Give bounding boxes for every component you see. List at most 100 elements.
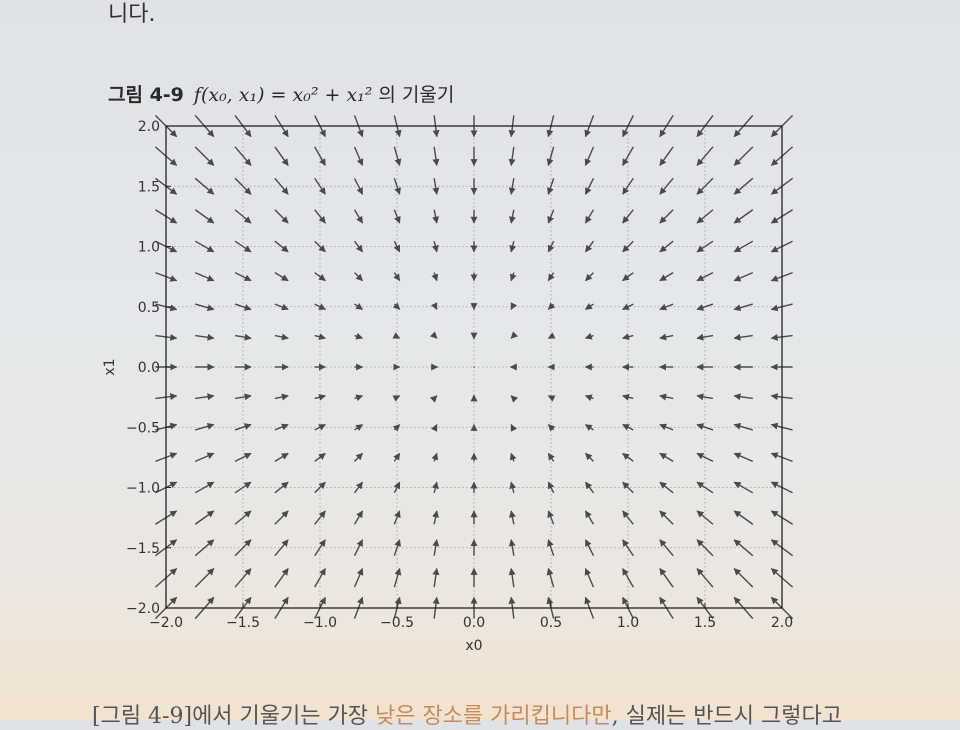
quiver-arrow [696, 510, 714, 525]
quiver-arrow [622, 303, 634, 311]
quiver-arrow [584, 394, 594, 402]
quiver-arrow [194, 452, 215, 462]
quiver-arrow [234, 272, 252, 282]
y-tick-label: −0.5 [126, 420, 160, 436]
quiver-arrow [659, 510, 674, 525]
quiver-arrow [234, 209, 252, 224]
following-text-part3: , 실제는 반드시 그렇다고 [611, 704, 842, 729]
y-tick-label: 1.5 [138, 179, 160, 195]
quiver-arrow [234, 303, 252, 311]
quiver-arrow [274, 423, 289, 431]
quiver-arrow [274, 303, 289, 311]
quiver-arrow [274, 481, 289, 494]
x-tick-label: −1.0 [303, 615, 337, 631]
quiver-arrow [508, 567, 516, 588]
quiver-arrow [659, 240, 674, 253]
quiver-arrow [508, 539, 516, 556]
preceding-text-fragment: 니다. [108, 2, 156, 27]
quiver-arrow [392, 424, 401, 432]
quiver-arrow [584, 240, 595, 253]
quiver-arrow [432, 178, 440, 195]
quiver-arrow [733, 539, 754, 557]
quiver-arrow [274, 510, 289, 525]
quiver-arrow [696, 393, 714, 401]
quiver-arrow [622, 146, 634, 167]
quiver-arrow [659, 177, 674, 195]
quiver-arrow [234, 568, 252, 588]
quiver-arrow [510, 331, 519, 339]
x-tick-label: 1.5 [694, 615, 716, 631]
caption-suffix: 의 기울기 [378, 84, 455, 106]
quiver-arrow [392, 395, 401, 402]
x-tick-label: −2.0 [149, 615, 183, 631]
quiver-arrow [354, 452, 363, 462]
x-tick-label: 0.5 [540, 615, 562, 631]
quiver-arrow [547, 395, 556, 402]
quiver-arrow [194, 568, 215, 588]
quiver-arrow [659, 333, 674, 341]
quiver-arrow [659, 568, 674, 588]
quiver-arrow [733, 452, 754, 462]
quiver-arrow [733, 568, 754, 588]
quiver-arrow [584, 481, 595, 494]
quiver-arrow [622, 423, 634, 431]
quiver-arrow [274, 272, 289, 282]
y-axis-label: x1 [102, 358, 118, 375]
quiver-arrow [622, 177, 634, 195]
quiver-arrow [733, 333, 753, 341]
quiver-arrow [432, 539, 440, 556]
y-tick-label: 0.5 [138, 300, 160, 316]
quiver-arrow [431, 272, 439, 282]
quiver-arrow [585, 452, 594, 462]
quiver-arrow [733, 422, 753, 431]
y-tick-label: −1.0 [126, 481, 160, 497]
quiver-arrow [622, 452, 634, 462]
quiver-arrow [622, 272, 634, 282]
quiver-arrow [508, 510, 516, 525]
quiver-arrow [430, 302, 438, 311]
quiver-arrow [509, 241, 517, 253]
quiver-arrow [546, 146, 555, 167]
quiver-arrow [195, 422, 215, 431]
quiver-arrow [622, 567, 634, 588]
quiver-arrow [584, 146, 595, 167]
quiver-arrow [274, 539, 289, 557]
quiver-arrow [659, 146, 674, 166]
quiver-arrow [314, 423, 326, 431]
figure-caption: 그림 4-9 f(x₀, x₁) = x₀² + x₁² 의 기울기 [108, 80, 454, 107]
quiver-arrow [314, 177, 326, 195]
quiver-arrow [659, 272, 674, 282]
quiver-arrow [429, 331, 438, 339]
quiver-arrow [314, 567, 326, 588]
quiver-arrow [622, 481, 634, 494]
quiver-arrow [354, 302, 364, 310]
quiver-arrow [696, 481, 714, 494]
quiver-arrow [314, 272, 326, 282]
quiver-arrow [547, 240, 555, 253]
quiver-arrow [274, 452, 289, 462]
quiver-arrow [547, 424, 556, 432]
quiver-arrow [194, 146, 215, 166]
quiver-arrow [393, 481, 401, 494]
y-tick-label: 1.0 [138, 240, 160, 256]
quiver-arrow [393, 567, 402, 588]
quiver-arrow [274, 240, 289, 253]
quiver-arrow [696, 303, 714, 311]
quiver-arrow [584, 424, 594, 432]
y-tick-label: 0.0 [138, 360, 160, 376]
quiver-arrow [733, 393, 753, 401]
quiver-arrow [314, 393, 326, 401]
quiver-arrow [234, 146, 252, 166]
quiver-arrow [622, 333, 634, 341]
quiver-arrow [274, 393, 289, 401]
quiver-arrow [733, 510, 754, 525]
quiver-arrow [194, 240, 215, 253]
x-tick-label: −0.5 [380, 615, 414, 631]
quiver-arrow [508, 146, 516, 167]
quiver-arrow [510, 423, 518, 432]
quiver-arrow [696, 272, 714, 282]
quiver-arrow [733, 146, 754, 166]
quiver-arrow [622, 240, 634, 253]
quiver-arrow [733, 209, 754, 224]
quiver-arrow [393, 452, 401, 462]
